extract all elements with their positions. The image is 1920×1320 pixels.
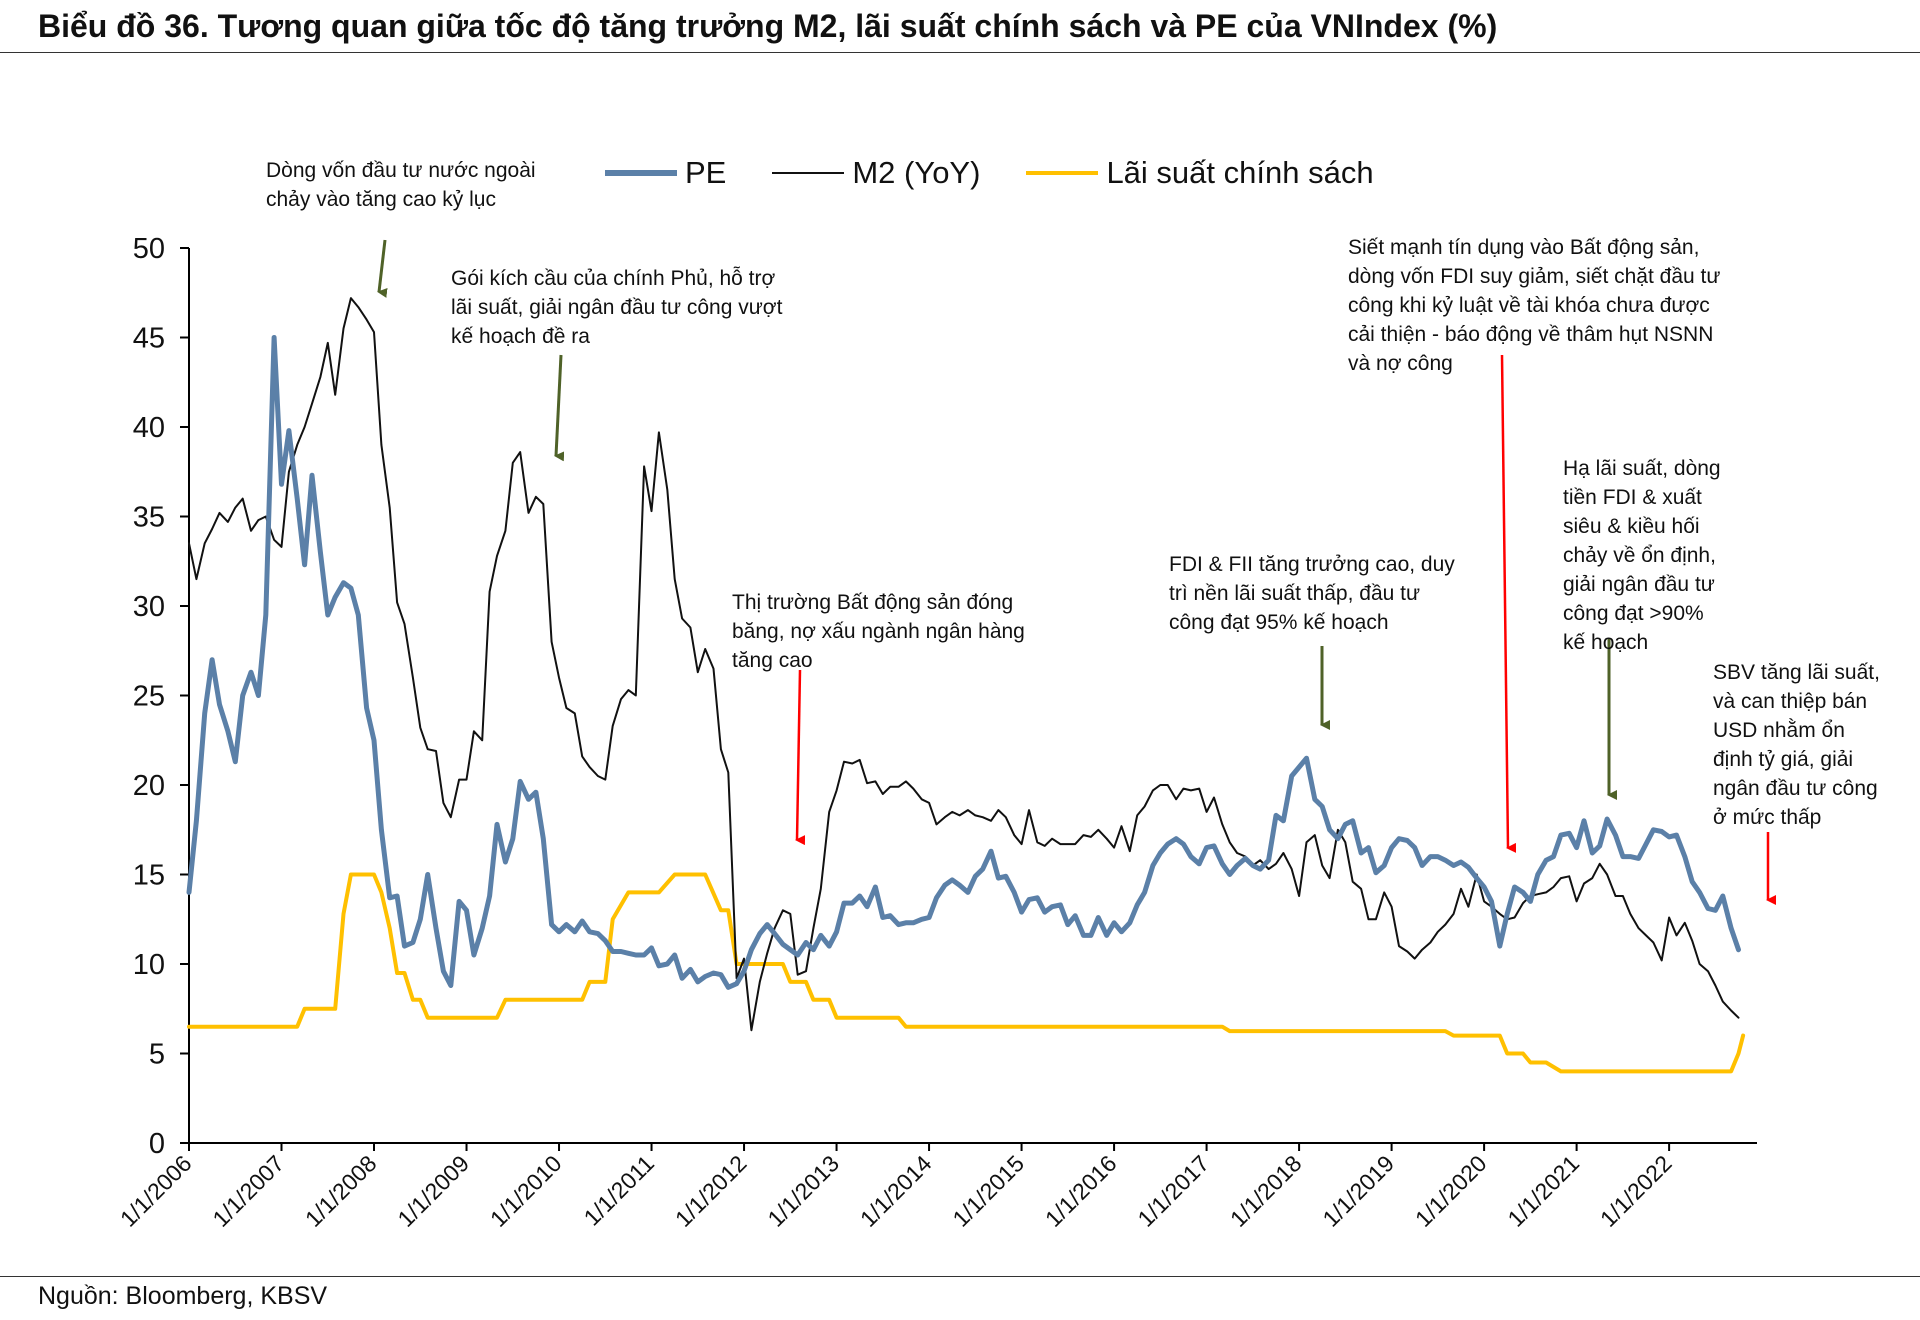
- legend-swatch-m2: [772, 172, 845, 174]
- title-divider: [0, 52, 1920, 53]
- x-tick-label: 1/1/2012: [670, 1150, 752, 1232]
- annotation-fdi-fii-growth: FDI & FII tăng trưởng cao, duy trì nền lã…: [1169, 553, 1455, 634]
- x-tick-label: 1/1/2008: [300, 1150, 382, 1232]
- y-tick-label: 10: [133, 949, 165, 981]
- x-tick-label: 1/1/2022: [1595, 1150, 1677, 1232]
- y-tick-label: 45: [133, 323, 165, 355]
- x-tick-label: 1/1/2020: [1410, 1150, 1492, 1232]
- legend-item-m2: M2 (YoY): [772, 155, 980, 191]
- y-tick-label: 30: [133, 591, 165, 623]
- chart-title: Biểu đồ 36. Tương quan giữa tốc độ tăng …: [38, 8, 1498, 44]
- x-tick-label: 1/1/2013: [762, 1150, 844, 1232]
- legend-label-pe: PE: [685, 155, 727, 190]
- series-line-pe: [186, 335, 1741, 990]
- annotation-real-estate-freeze: Thị trường Bất động sản đóng băng, nợ xấu…: [732, 591, 1025, 672]
- x-tick-label: 1/1/2018: [1225, 1150, 1307, 1232]
- y-tick-label: 5: [149, 1039, 165, 1071]
- annotation-arrow-5: [1500, 354, 1517, 853]
- y-tick-label: 50: [133, 233, 165, 265]
- annotation-arrows: [377, 239, 1776, 905]
- y-tick-label: 15: [133, 860, 165, 892]
- legend-item-pe: PE: [605, 155, 726, 191]
- x-tick-label: 1/1/2010: [485, 1150, 567, 1232]
- x-tick-label: 1/1/2006: [115, 1150, 197, 1232]
- annotation-foreign-inflow: Dòng vốn đầu tư nước ngoài chảy vào tăng …: [266, 159, 536, 211]
- legend-swatch-pe: [605, 170, 677, 176]
- series-line-m2: [188, 297, 1740, 1032]
- y-tick-label: 0: [149, 1128, 165, 1160]
- annotation-credit-tightening: Siết mạnh tín dụng vào Bất động sản, dòng…: [1348, 236, 1721, 375]
- x-tick-label: 1/1/2021: [1502, 1150, 1584, 1232]
- y-tick-label: 25: [133, 681, 165, 713]
- annotation-arrow-2: [554, 354, 565, 462]
- annotation-arrow-3: [795, 669, 806, 846]
- legend: PE M2 (YoY) Lãi suất chính sách: [605, 150, 1420, 196]
- y-tick-label: 40: [133, 412, 165, 444]
- annotation-rate-cuts: Hạ lãi suất, dòng tiền FDI & xuất siêu & k…: [1563, 457, 1721, 654]
- y-tick-label: 20: [133, 770, 165, 802]
- x-tick-label: 1/1/2009: [392, 1150, 474, 1232]
- x-tick-label: 1/1/2015: [947, 1150, 1029, 1232]
- source-divider: [0, 1276, 1920, 1277]
- y-tick-label: 35: [133, 502, 165, 534]
- source-note: Nguồn: Bloomberg, KBSV: [38, 1282, 328, 1310]
- x-tick-label: 1/1/2011: [579, 1150, 659, 1230]
- annotation-sbv-rate-hike: SBV tăng lãi suất, và can thiệp bán USD nh…: [1713, 661, 1880, 829]
- x-tick-label: 1/1/2017: [1132, 1150, 1214, 1232]
- x-tick-label: 1/1/2007: [207, 1150, 289, 1232]
- legend-item-rate: Lãi suất chính sách: [1026, 155, 1374, 191]
- series-lines: [186, 297, 1746, 1074]
- annotation-stimulus-package: Gói kích cầu của chính Phủ, hỗ trợ lãi su…: [451, 267, 783, 348]
- x-tick-label: 1/1/2014: [855, 1150, 937, 1232]
- legend-label-rate: Lãi suất chính sách: [1106, 155, 1374, 190]
- series-line-rate: [187, 872, 1746, 1074]
- legend-swatch-rate: [1026, 171, 1099, 175]
- legend-label-m2: M2 (YoY): [852, 155, 981, 190]
- annotation-arrow-1: [377, 239, 388, 298]
- x-tick-label: 1/1/2019: [1317, 1150, 1399, 1232]
- x-tick-label: 1/1/2016: [1040, 1150, 1122, 1232]
